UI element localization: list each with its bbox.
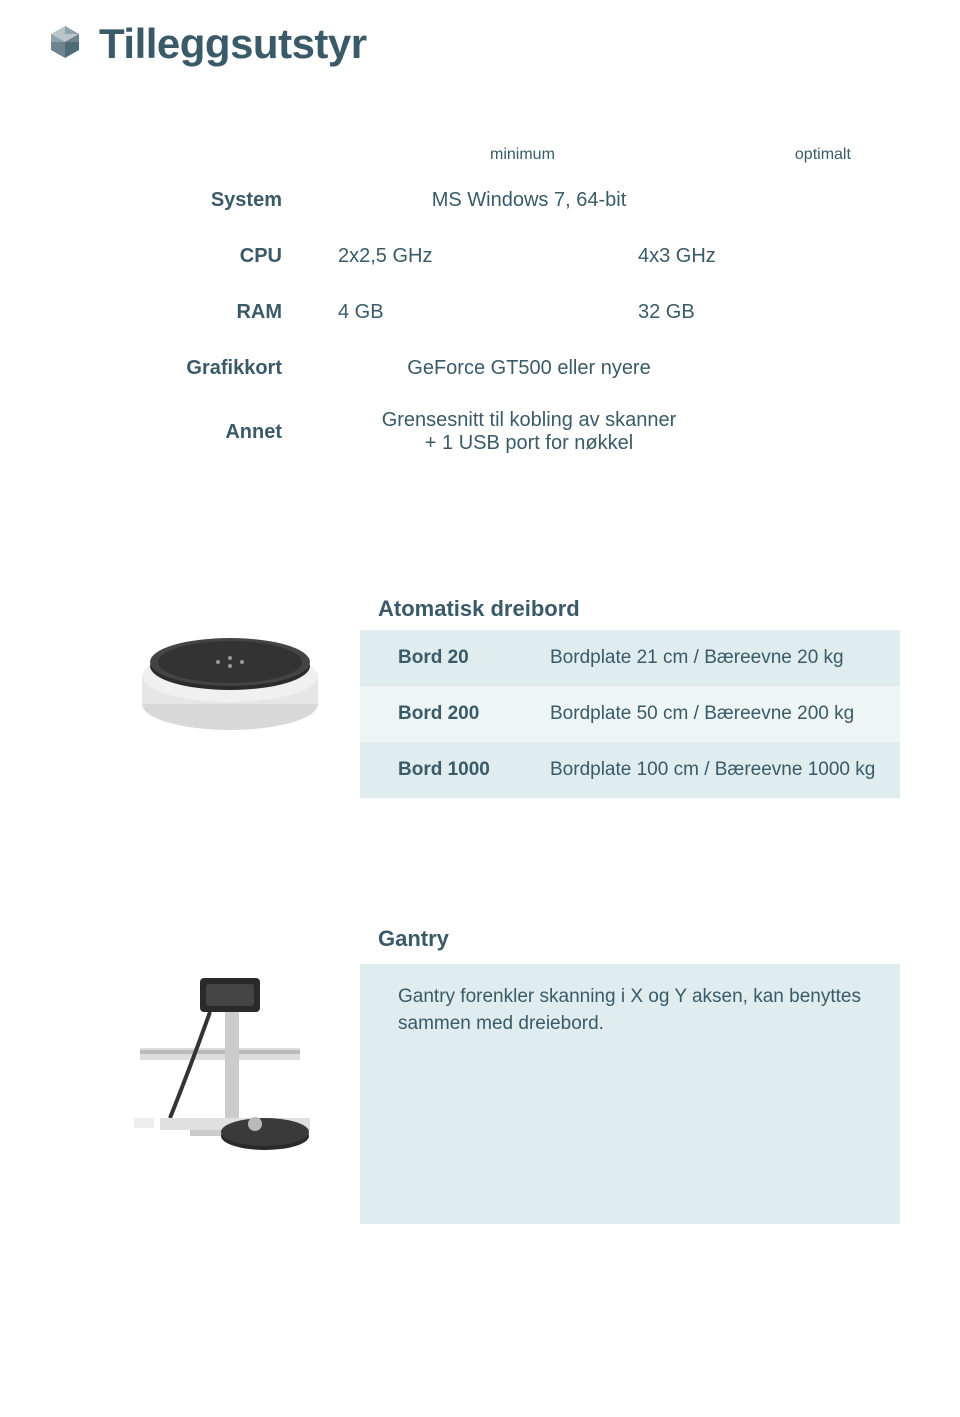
spec-table: minimum optimalt System MS Windows 7, 64… — [130, 138, 900, 468]
gantry-image — [130, 918, 330, 1178]
page-header: Tilleggsutstyr — [45, 20, 900, 68]
row-label: Bord 200 — [360, 703, 540, 725]
gantry-description: Gantry forenkler skanning i X og Y aksen… — [360, 964, 900, 1224]
table-row: Bord 20 Bordplate 21 cm / Bæreevne 20 kg — [360, 630, 900, 686]
gantry-title: Gantry — [360, 918, 900, 964]
spec-value-min: 4 GB — [338, 301, 638, 324]
gantry-body: Gantry Gantry forenkler skanning i X og … — [360, 918, 900, 1224]
spec-row-cpu: CPU 2x2,5 GHz 4x3 GHz — [130, 228, 900, 284]
spec-value: Grensesnitt til kobling av skanner + 1 U… — [338, 409, 900, 455]
col-header-min: minimum — [490, 146, 555, 164]
col-header-opt: optimalt — [795, 146, 851, 164]
row-value: Bordplate 100 cm / Bæreevne 1000 kg — [540, 759, 900, 781]
spec-label: CPU — [130, 245, 310, 268]
table-row: Bord 200 Bordplate 50 cm / Bæreevne 200 … — [360, 686, 900, 742]
spec-value: GeForce GT500 eller nyere — [338, 357, 900, 380]
spec-row-annet: Annet Grensesnitt til kobling av skanner… — [130, 396, 900, 468]
spec-row-gfx: Grafikkort GeForce GT500 eller nyere — [130, 340, 900, 396]
spec-row-ram: RAM 4 GB 32 GB — [130, 284, 900, 340]
dreibord-section: Atomatisk dreibord Bord 20 Bordplate 21 … — [130, 588, 900, 798]
table-row: Bord 1000 Bordplate 100 cm / Bæreevne 10… — [360, 742, 900, 798]
row-label: Bord 20 — [360, 647, 540, 669]
turntable-image — [130, 588, 330, 738]
spec-label: System — [130, 189, 310, 212]
dreibord-title: Atomatisk dreibord — [360, 588, 900, 630]
spec-value-opt: 4x3 GHz — [638, 245, 900, 268]
spec-row-system: System MS Windows 7, 64-bit — [130, 172, 900, 228]
logo-icon — [45, 24, 85, 64]
dreibord-table: Atomatisk dreibord Bord 20 Bordplate 21 … — [360, 588, 900, 798]
gantry-section: Gantry Gantry forenkler skanning i X og … — [130, 918, 900, 1224]
page-title: Tilleggsutstyr — [99, 20, 367, 68]
row-value: Bordplate 50 cm / Bæreevne 200 kg — [540, 703, 900, 725]
spec-table-header: minimum optimalt — [130, 138, 900, 172]
row-label: Bord 1000 — [360, 759, 540, 781]
spec-value: MS Windows 7, 64-bit — [338, 189, 900, 212]
row-value: Bordplate 21 cm / Bæreevne 20 kg — [540, 647, 900, 669]
spec-value-opt: 32 GB — [638, 301, 900, 324]
spec-label: RAM — [130, 301, 310, 324]
spec-value-min: 2x2,5 GHz — [338, 245, 638, 268]
spec-label: Grafikkort — [130, 357, 310, 380]
spec-label: Annet — [130, 421, 310, 444]
